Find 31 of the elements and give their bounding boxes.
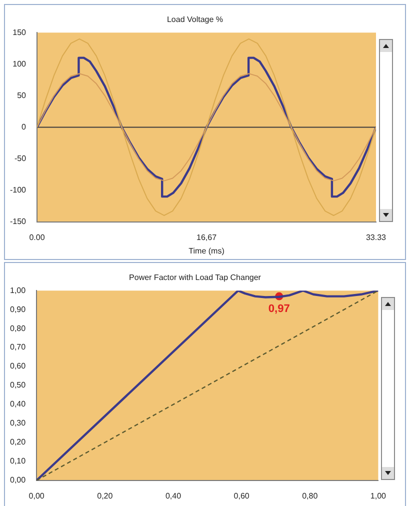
y-tick-label: 0,90 — [10, 304, 26, 314]
y-tick-label: 0 — [22, 122, 27, 132]
y-tick-label: 100 — [12, 59, 27, 68]
y-tick-label: -150 — [10, 217, 27, 226]
y-tick-label: 0,30 — [10, 418, 26, 428]
y-tick-label: 150 — [12, 28, 27, 37]
x-tick-label: 33.33 — [366, 232, 387, 242]
chart-title: Power Factor with Load Tap Changer — [129, 273, 262, 282]
y-tick-label: 0,50 — [10, 380, 26, 390]
x-axis-title: Time (ms) — [188, 246, 225, 256]
x-tick-label: 0,20 — [97, 491, 114, 500]
y-tick-label: 0,10 — [10, 456, 26, 466]
x-tick-label: 0,60 — [234, 491, 250, 500]
y-tick-label: 0,40 — [10, 400, 26, 409]
y-tick-label: -100 — [10, 185, 27, 194]
y-tick-label: 50 — [17, 90, 27, 100]
y-tick-label: 0,80 — [10, 324, 26, 333]
y-tick-label: 0,00 — [10, 476, 26, 485]
chart-title: Load Voltage % — [166, 15, 224, 24]
x-tick-label: 0,40 — [165, 491, 182, 500]
x-tick-label: 0,80 — [302, 491, 318, 500]
y-tick-label: 0,60 — [10, 362, 26, 371]
x-tick-label: 16,67 — [196, 232, 218, 242]
y-tick-label: 0,70 — [10, 342, 26, 352]
y-tick-label: 1,00 — [10, 286, 26, 295]
y-tick-label: -50 — [14, 154, 27, 163]
data-label: 0,97 — [268, 302, 290, 315]
x-tick-label: 0,00 — [28, 491, 45, 500]
x-tick-label: 1,00 — [370, 491, 387, 500]
y-tick-label: 0,20 — [10, 438, 26, 447]
x-tick-label: 0.00 — [29, 232, 46, 242]
